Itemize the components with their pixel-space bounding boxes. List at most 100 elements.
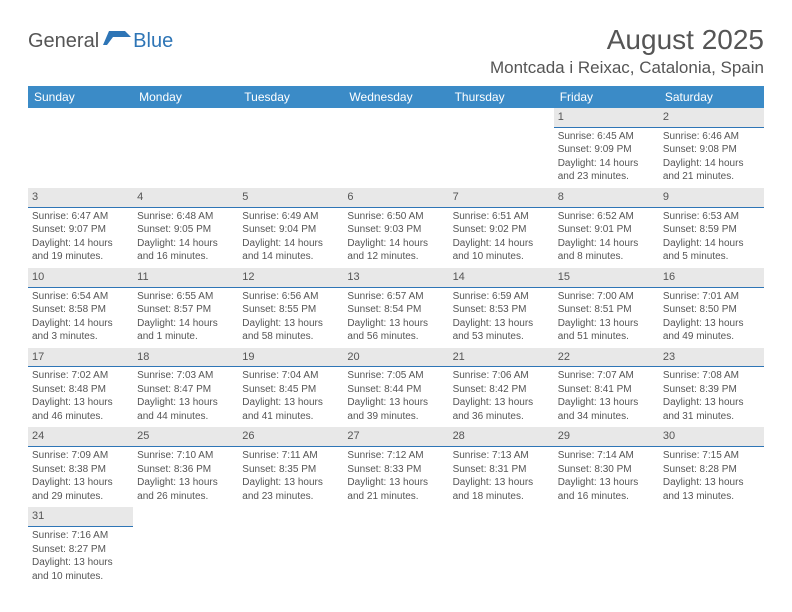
day-line: and 21 minutes. <box>663 170 760 184</box>
day-line: and 1 minute. <box>137 330 234 344</box>
day-line: Sunrise: 7:04 AM <box>242 369 339 383</box>
calendar-row: 3Sunrise: 6:47 AMSunset: 9:07 PMDaylight… <box>28 188 764 268</box>
day-number: 19 <box>238 348 343 368</box>
calendar-cell: 22Sunrise: 7:07 AMSunset: 8:41 PMDayligh… <box>554 348 659 428</box>
day-line: and 44 minutes. <box>137 410 234 424</box>
calendar-cell: 2Sunrise: 6:46 AMSunset: 9:08 PMDaylight… <box>659 108 764 188</box>
calendar-cell: 10Sunrise: 6:54 AMSunset: 8:58 PMDayligh… <box>28 268 133 348</box>
day-content: Sunrise: 7:09 AMSunset: 8:38 PMDaylight:… <box>28 447 133 507</box>
day-line: and 12 minutes. <box>347 250 444 264</box>
header: General Blue August 2025 Montcada i Reix… <box>28 24 764 78</box>
calendar-row: 10Sunrise: 6:54 AMSunset: 8:58 PMDayligh… <box>28 268 764 348</box>
flag-icon <box>103 31 131 52</box>
day-number: 12 <box>238 268 343 288</box>
day-line: Daylight: 14 hours <box>242 237 339 251</box>
calendar-cell: 18Sunrise: 7:03 AMSunset: 8:47 PMDayligh… <box>133 348 238 428</box>
calendar-cell: 24Sunrise: 7:09 AMSunset: 8:38 PMDayligh… <box>28 427 133 507</box>
day-line: Sunset: 8:50 PM <box>663 303 760 317</box>
day-line: Sunrise: 7:14 AM <box>558 449 655 463</box>
title-block: August 2025 Montcada i Reixac, Catalonia… <box>490 24 764 78</box>
calendar-head: SundayMondayTuesdayWednesdayThursdayFrid… <box>28 86 764 108</box>
day-line: and 29 minutes. <box>32 490 129 504</box>
calendar-cell: 28Sunrise: 7:13 AMSunset: 8:31 PMDayligh… <box>449 427 554 507</box>
calendar-cell: 19Sunrise: 7:04 AMSunset: 8:45 PMDayligh… <box>238 348 343 428</box>
day-line: Sunset: 9:07 PM <box>32 223 129 237</box>
calendar-body: 1Sunrise: 6:45 AMSunset: 9:09 PMDaylight… <box>28 108 764 587</box>
day-content: Sunrise: 6:45 AMSunset: 9:09 PMDaylight:… <box>554 128 659 188</box>
calendar-cell: 27Sunrise: 7:12 AMSunset: 8:33 PMDayligh… <box>343 427 448 507</box>
calendar-cell <box>238 108 343 188</box>
day-line: Daylight: 14 hours <box>558 157 655 171</box>
day-line: Sunset: 8:28 PM <box>663 463 760 477</box>
day-content: Sunrise: 7:07 AMSunset: 8:41 PMDaylight:… <box>554 367 659 427</box>
day-line: Daylight: 13 hours <box>242 396 339 410</box>
day-line: Sunrise: 7:08 AM <box>663 369 760 383</box>
calendar-cell: 4Sunrise: 6:48 AMSunset: 9:05 PMDaylight… <box>133 188 238 268</box>
day-line: Daylight: 13 hours <box>558 396 655 410</box>
day-line: Daylight: 13 hours <box>137 396 234 410</box>
day-number: 16 <box>659 268 764 288</box>
calendar-row: 24Sunrise: 7:09 AMSunset: 8:38 PMDayligh… <box>28 427 764 507</box>
calendar-cell: 30Sunrise: 7:15 AMSunset: 8:28 PMDayligh… <box>659 427 764 507</box>
day-line: Sunset: 8:44 PM <box>347 383 444 397</box>
day-line: Sunrise: 7:15 AM <box>663 449 760 463</box>
day-number: 5 <box>238 188 343 208</box>
day-number: 29 <box>554 427 659 447</box>
day-line: and 18 minutes. <box>453 490 550 504</box>
day-line: Daylight: 13 hours <box>663 396 760 410</box>
day-content: Sunrise: 6:49 AMSunset: 9:04 PMDaylight:… <box>238 208 343 268</box>
day-content: Sunrise: 7:02 AMSunset: 8:48 PMDaylight:… <box>28 367 133 427</box>
day-content: Sunrise: 7:14 AMSunset: 8:30 PMDaylight:… <box>554 447 659 507</box>
day-number: 20 <box>343 348 448 368</box>
day-number: 6 <box>343 188 448 208</box>
day-line: Sunset: 9:01 PM <box>558 223 655 237</box>
calendar-cell: 11Sunrise: 6:55 AMSunset: 8:57 PMDayligh… <box>133 268 238 348</box>
day-number: 23 <box>659 348 764 368</box>
day-line: Sunset: 8:36 PM <box>137 463 234 477</box>
day-line: and 23 minutes. <box>242 490 339 504</box>
day-number: 11 <box>133 268 238 288</box>
day-line: Sunrise: 7:10 AM <box>137 449 234 463</box>
day-number: 7 <box>449 188 554 208</box>
day-line: Daylight: 14 hours <box>663 157 760 171</box>
day-line: Sunrise: 6:50 AM <box>347 210 444 224</box>
calendar-cell: 7Sunrise: 6:51 AMSunset: 9:02 PMDaylight… <box>449 188 554 268</box>
calendar-cell: 13Sunrise: 6:57 AMSunset: 8:54 PMDayligh… <box>343 268 448 348</box>
day-content: Sunrise: 7:04 AMSunset: 8:45 PMDaylight:… <box>238 367 343 427</box>
day-number: 2 <box>659 108 764 128</box>
day-line: Sunrise: 6:59 AM <box>453 290 550 304</box>
day-line: Sunrise: 7:13 AM <box>453 449 550 463</box>
location: Montcada i Reixac, Catalonia, Spain <box>490 58 764 78</box>
calendar-cell: 17Sunrise: 7:02 AMSunset: 8:48 PMDayligh… <box>28 348 133 428</box>
day-line: Sunset: 9:02 PM <box>453 223 550 237</box>
day-number: 24 <box>28 427 133 447</box>
day-line: Sunrise: 7:16 AM <box>32 529 129 543</box>
calendar-cell: 15Sunrise: 7:00 AMSunset: 8:51 PMDayligh… <box>554 268 659 348</box>
calendar-cell: 25Sunrise: 7:10 AMSunset: 8:36 PMDayligh… <box>133 427 238 507</box>
day-line: Sunrise: 6:53 AM <box>663 210 760 224</box>
day-line: Sunset: 8:27 PM <box>32 543 129 557</box>
calendar-cell <box>28 108 133 188</box>
day-line: and 58 minutes. <box>242 330 339 344</box>
day-content: Sunrise: 7:10 AMSunset: 8:36 PMDaylight:… <box>133 447 238 507</box>
day-line: Sunrise: 6:52 AM <box>558 210 655 224</box>
day-line: Sunrise: 7:01 AM <box>663 290 760 304</box>
calendar-cell <box>343 507 448 587</box>
day-number: 18 <box>133 348 238 368</box>
day-content: Sunrise: 6:50 AMSunset: 9:03 PMDaylight:… <box>343 208 448 268</box>
day-line: Sunset: 8:55 PM <box>242 303 339 317</box>
day-line: Sunset: 8:42 PM <box>453 383 550 397</box>
day-line: Sunrise: 6:45 AM <box>558 130 655 144</box>
day-line: and 14 minutes. <box>242 250 339 264</box>
day-line: Daylight: 13 hours <box>32 476 129 490</box>
day-number: 21 <box>449 348 554 368</box>
day-line: Daylight: 13 hours <box>558 476 655 490</box>
day-number: 8 <box>554 188 659 208</box>
day-line: Sunset: 8:59 PM <box>663 223 760 237</box>
day-line: Daylight: 13 hours <box>347 476 444 490</box>
day-number: 25 <box>133 427 238 447</box>
day-line: Sunset: 9:08 PM <box>663 143 760 157</box>
day-line: Daylight: 13 hours <box>453 317 550 331</box>
day-number: 13 <box>343 268 448 288</box>
day-line: and 56 minutes. <box>347 330 444 344</box>
